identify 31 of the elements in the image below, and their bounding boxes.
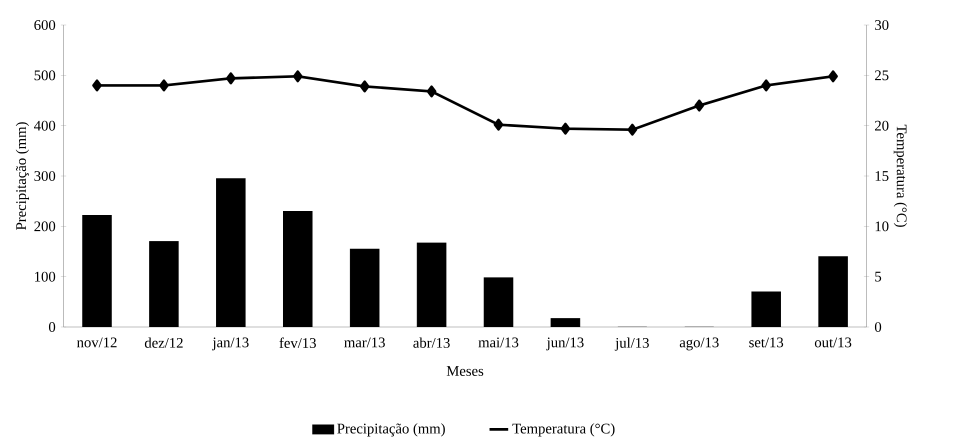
y2-tick-label: 0 (874, 322, 882, 332)
x-tick-label: out/13 (814, 337, 852, 348)
y-tick-label: 600 (34, 20, 56, 30)
y-tick-label: 200 (34, 221, 56, 232)
y2-tick-label: 5 (875, 272, 882, 282)
x-tick-label: set/13 (749, 337, 784, 348)
y-tick-label: 0 (48, 322, 56, 332)
x-tick-label: abr/13 (413, 338, 450, 348)
y-tick-label: 500 (34, 70, 56, 80)
x-tick-label: jul/13 (614, 338, 649, 351)
y2-tick-label: 20 (875, 120, 888, 131)
x-axis-title: Meses (446, 366, 484, 376)
x-tick-label: fev/13 (279, 337, 316, 348)
legend-label: Temperatura (°C) (512, 423, 615, 436)
x-tick-label: nov/12 (76, 337, 117, 348)
y-tick-label: 100 (35, 272, 56, 282)
y2-tick-label: 10 (876, 221, 888, 232)
x-tick-label: jan/13 (212, 337, 249, 350)
legend-label: Precipitação (mm) (337, 423, 445, 436)
x-tick-label: mai/13 (478, 337, 518, 348)
y2-tick-label: 30 (875, 20, 888, 30)
y-tick-label: 400 (34, 120, 56, 131)
x-tick-label: jun/13 (546, 337, 584, 350)
y2-tick-label: 15 (876, 171, 888, 181)
y-axis-title: Precipitação (mm) (16, 122, 30, 230)
y2-tick-label: 25 (875, 70, 888, 80)
y-tick-label: 300 (34, 171, 56, 181)
x-tick-label: ago/13 (680, 337, 719, 350)
x-tick-label: mar/13 (344, 337, 385, 348)
y2-axis-title: Temperatura (°C) (894, 124, 908, 227)
x-tick-label: dez/12 (144, 338, 183, 348)
